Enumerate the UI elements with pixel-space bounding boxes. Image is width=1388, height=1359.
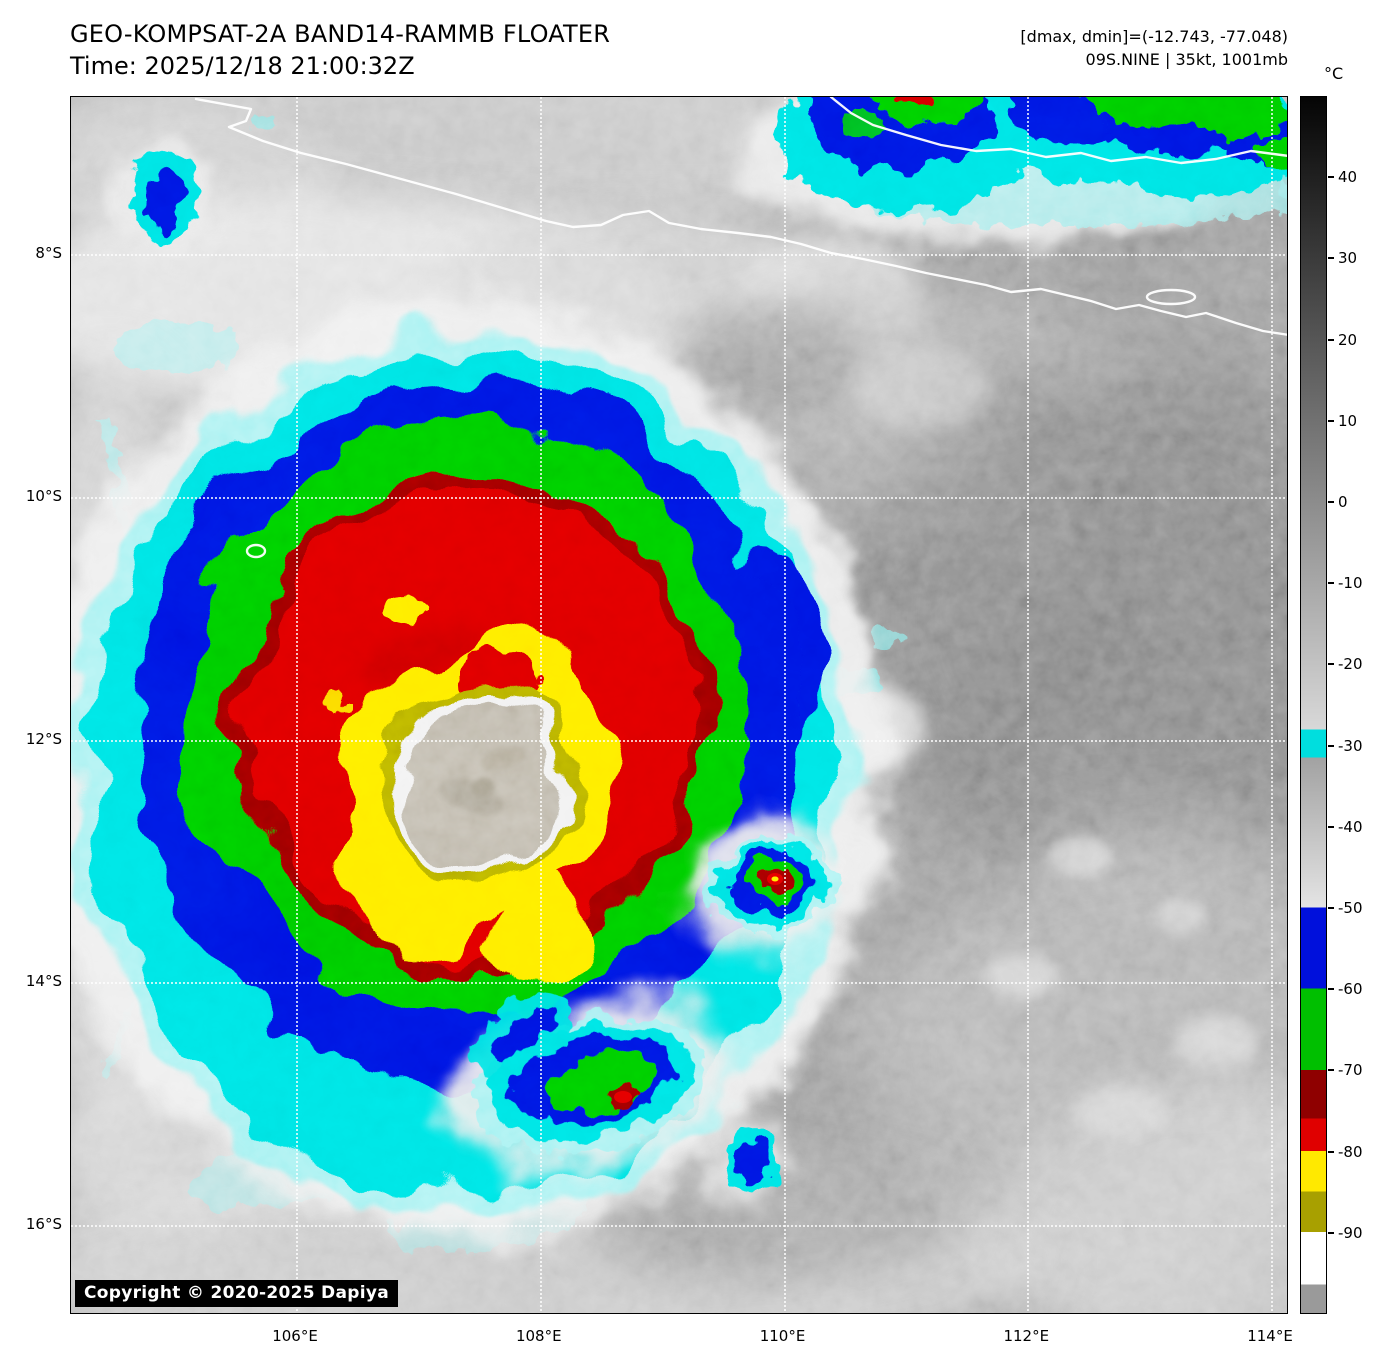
colorbar-tick-mark — [1328, 988, 1334, 991]
timestamp: Time: 2025/12/18 21:00:32Z — [70, 52, 415, 80]
colorbar-tick-mark — [1328, 1231, 1334, 1234]
cloud-texture-fine — [71, 97, 1287, 1313]
colorbar-tick-label: 20 — [1338, 330, 1358, 349]
copyright-badge: Copyright © 2020-2025 Dapiya — [75, 1280, 398, 1307]
satellite-map: Copyright © 2020-2025 Dapiya — [70, 96, 1288, 1314]
colorbar-tick-mark — [1328, 582, 1334, 585]
colorbar-tick-mark — [1328, 419, 1334, 422]
latitude-tick-label: 14°S — [25, 972, 62, 991]
colorbar-tick-mark — [1328, 907, 1334, 909]
colorbar-tick-mark — [1328, 338, 1334, 341]
dmax-dmin-readout: [dmax, dmin]=(-12.743, -77.048) — [1020, 27, 1288, 46]
colorbar-tick-label: -40 — [1338, 817, 1363, 836]
longitude-tick-label: 114°E — [1247, 1327, 1293, 1345]
colorbar-tick-mark — [1328, 176, 1334, 179]
colorbar-tick-label: -70 — [1338, 1061, 1363, 1080]
colorbar-tick-label: -90 — [1338, 1223, 1363, 1242]
colorbar-tick-label: 0 — [1338, 493, 1348, 511]
longitude-tick-label: 108°E — [515, 1327, 562, 1345]
colorbar-tick-mark — [1328, 1069, 1334, 1072]
colorbar-tick-label: -80 — [1338, 1142, 1363, 1161]
colorbar-tick-mark — [1328, 744, 1334, 747]
colorbar-tick-mark — [1328, 825, 1334, 828]
latitude-tick-label: 10°S — [25, 486, 62, 505]
longitude-tick-label: 106°E — [272, 1327, 318, 1345]
colorbar-tick-label: 40 — [1338, 168, 1358, 187]
storm-info-readout: 09S.NINE | 35kt, 1001mb — [1085, 50, 1288, 69]
latitude-tick-label: 12°S — [25, 729, 62, 748]
colorbar-tick-label: -30 — [1338, 736, 1363, 755]
longitude-tick-label: 112°E — [1003, 1327, 1050, 1345]
latitude-tick-label: 8°S — [35, 244, 62, 262]
colorbar-tick-label: 30 — [1338, 249, 1358, 268]
colorbar-tick-mark — [1328, 1150, 1334, 1153]
product-title: GEO-KOMPSAT-2A BAND14-RAMMB FLOATER — [70, 20, 611, 48]
colorbar-tick-label: -20 — [1338, 655, 1363, 674]
colorbar-tick-mark — [1328, 663, 1334, 666]
coastline — [194, 97, 1287, 559]
colorbar-tick-label: -10 — [1338, 574, 1363, 593]
latitude-tick-label: 16°S — [25, 1215, 62, 1233]
colorbar-tick-label: -60 — [1338, 980, 1363, 999]
colorbar-unit-label: °C — [1324, 64, 1344, 83]
colorbar-tick-label: 10 — [1338, 411, 1358, 430]
colorbar-tick-mark — [1328, 501, 1334, 503]
longitude-tick-label: 110°E — [759, 1327, 806, 1345]
satellite-image — [71, 97, 1287, 1313]
colorbar-tick-mark — [1328, 257, 1334, 260]
colorbar-tick-label: -50 — [1338, 899, 1363, 917]
colorbar-gradient — [1300, 96, 1327, 1314]
